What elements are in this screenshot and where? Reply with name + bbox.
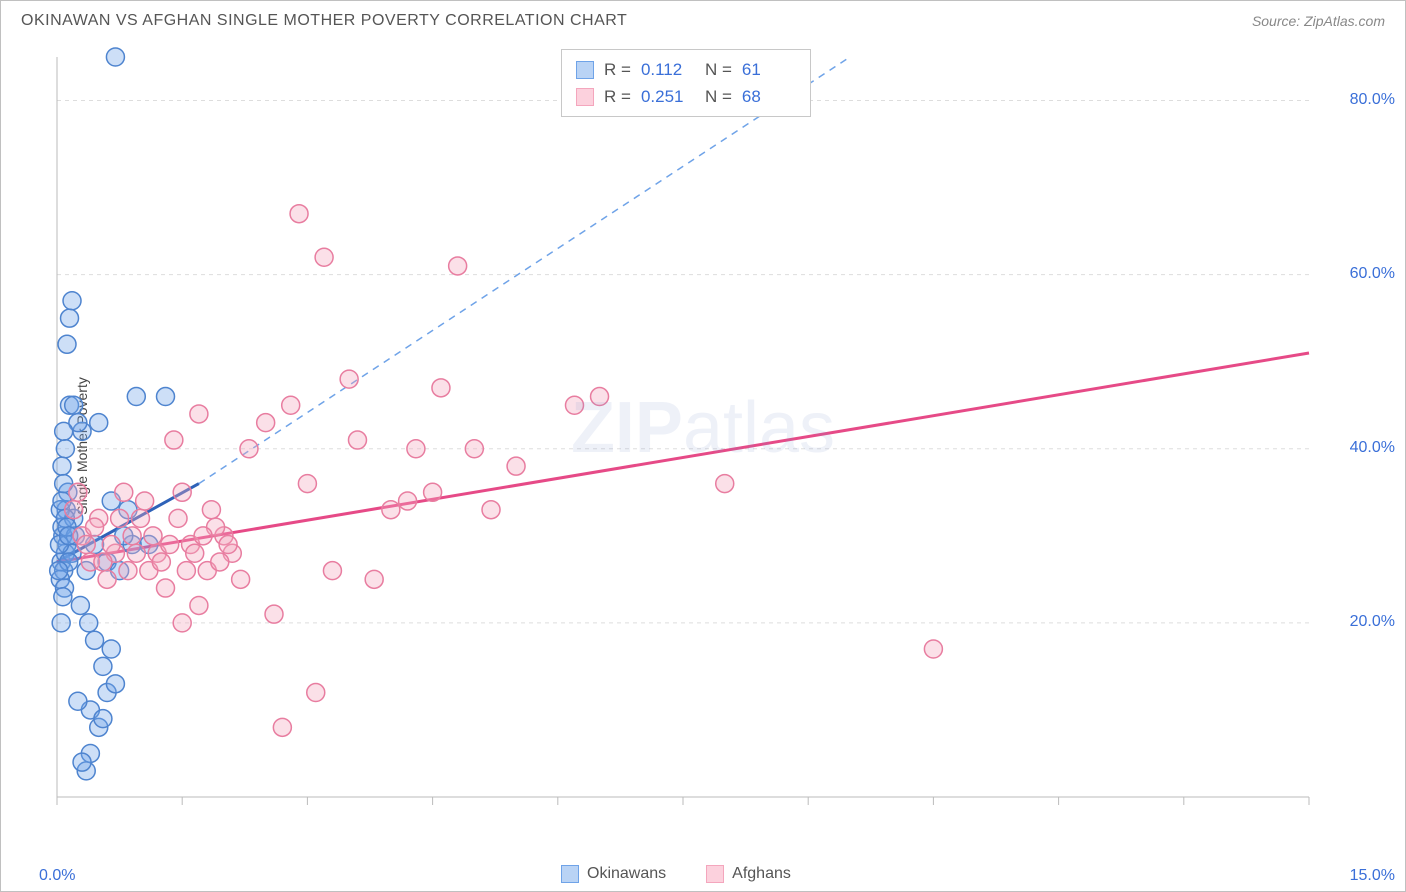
y-tick-label: 80.0% [1350, 91, 1395, 109]
chart-title: OKINAWAN VS AFGHAN SINGLE MOTHER POVERTY… [21, 12, 627, 30]
legend-item-afghans: Afghans [706, 865, 791, 883]
stats-box: R = 0.112 N = 61 R = 0.251 N = 68 [561, 49, 811, 117]
r-label: R = [604, 56, 631, 83]
n-value-afghans: 68 [742, 83, 796, 110]
chart-container: OKINAWAN VS AFGHAN SINGLE MOTHER POVERTY… [0, 0, 1406, 892]
title-bar: OKINAWAN VS AFGHAN SINGLE MOTHER POVERTY… [1, 1, 1405, 41]
r-value-okinawans: 0.112 [641, 56, 695, 83]
source-label: Source: ZipAtlas.com [1252, 13, 1385, 29]
swatch-afghans [576, 88, 594, 106]
y-tick-label: 20.0% [1350, 613, 1395, 631]
legend-item-okinawans: Okinawans [561, 865, 666, 883]
stats-row-afghans: R = 0.251 N = 68 [576, 83, 796, 110]
r-value-afghans: 0.251 [641, 83, 695, 110]
x-tick-label: 0.0% [39, 867, 75, 885]
stats-row-okinawans: R = 0.112 N = 61 [576, 56, 796, 83]
n-label: N = [705, 56, 732, 83]
r-label: R = [604, 83, 631, 110]
y-tick-label: 40.0% [1350, 439, 1395, 457]
legend-swatch-afghans [706, 865, 724, 883]
swatch-okinawans [576, 61, 594, 79]
legend: Okinawans Afghans [561, 865, 791, 883]
legend-label-afghans: Afghans [732, 865, 791, 883]
legend-swatch-okinawans [561, 865, 579, 883]
plot-area [47, 47, 1379, 837]
n-value-okinawans: 61 [742, 56, 796, 83]
y-tick-label: 60.0% [1350, 265, 1395, 283]
x-tick-label: 15.0% [1350, 867, 1395, 885]
legend-label-okinawans: Okinawans [587, 865, 666, 883]
chart-svg [47, 47, 1379, 837]
n-label: N = [705, 83, 732, 110]
